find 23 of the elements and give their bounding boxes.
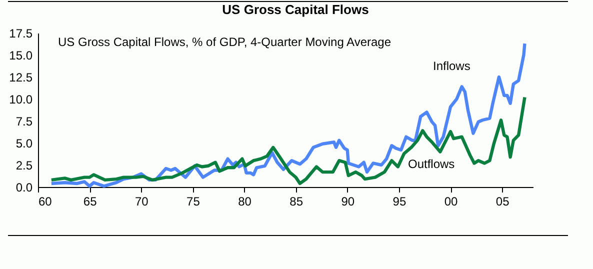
x-tick-label: 65 <box>83 194 98 208</box>
y-tick-label: 10.0 <box>9 92 33 106</box>
y-tick-label: 5.0 <box>16 136 33 150</box>
y-tick-label: 7.5 <box>16 114 33 128</box>
y-tick-label: 15.0 <box>9 48 33 62</box>
chart-title: US Gross Capital Flows <box>222 2 369 17</box>
y-tick-label: 0.0 <box>16 180 33 194</box>
x-tick-label: 90 <box>341 194 355 208</box>
x-tick-label: 75 <box>186 194 200 208</box>
x-tick-label: 80 <box>238 194 252 208</box>
series-label: Outflows <box>408 157 455 171</box>
series-label: Inflows <box>433 59 470 73</box>
line-series <box>50 96 526 186</box>
x-tick-label: 95 <box>392 194 406 208</box>
y-tick-label: 12.5 <box>9 70 33 84</box>
x-tick-label: 05 <box>496 194 510 208</box>
y-tick-label: 17.5 <box>9 26 33 40</box>
x-tick-label: 70 <box>134 194 149 208</box>
chart-subtitle: US Gross Capital Flows, % of GDP, 4-Quarter Moving Average <box>58 35 392 49</box>
x-tick-label: 85 <box>290 194 304 208</box>
y-tick-label: 2.5 <box>16 158 33 172</box>
x-tick-label: 60 <box>38 194 52 208</box>
x-tick-label: 00 <box>444 194 458 208</box>
